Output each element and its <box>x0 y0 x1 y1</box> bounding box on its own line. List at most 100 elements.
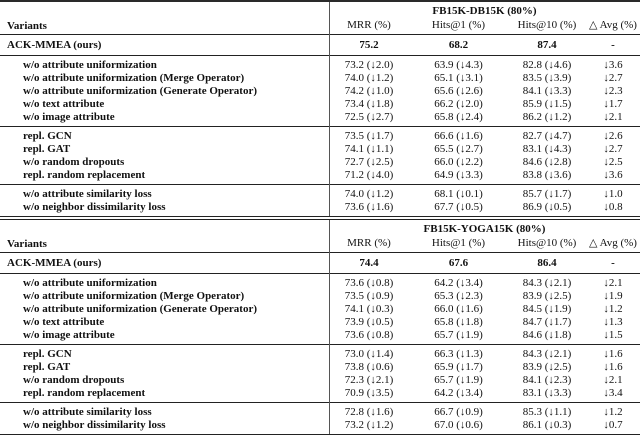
column-header: Hits@10 (%) <box>517 19 577 31</box>
table-section: w/o attribute uniformization 73.6 (↓0.8) 6… <box>0 274 640 344</box>
metric-cell: ↓2.7 <box>603 71 623 84</box>
header-bottom-rule <box>0 252 640 253</box>
metric-cell: 74.0 (↓1.2) <box>344 187 394 200</box>
metric-cell: ↓2.5 <box>603 155 623 168</box>
table-bottom-rule <box>0 434 640 437</box>
metric-cell: 82.7 (↓4.7) <box>522 129 572 142</box>
table-row: repl. GAT 74.1 (↓1.1) 65.5 (↓2.7) 83.1 (↓4.… <box>0 143 640 156</box>
metric-cell: ↓2.1 <box>603 276 623 289</box>
table-section: w/o attribute similarity loss 72.8 (↓1.6)… <box>0 403 640 434</box>
metric-cell: 74.0 (↓1.2) <box>344 71 394 84</box>
table-fb15k-db15k: Variants FB15K-DB15K (80%) MRR (%) Hits@1 (… <box>0 2 640 216</box>
metric-cell: 65.3 (↓2.3) <box>434 289 483 302</box>
metric-cell: 65.9 (↓1.7) <box>434 360 483 373</box>
metric-cell: 86.4 <box>537 257 557 269</box>
metric-cell: 65.8 (↓2.4) <box>434 110 483 123</box>
table-row: w/o image attribute 73.6 (↓0.8) 65.7 (↓1.9… <box>0 329 640 342</box>
metric-cell: ↓1.2 <box>603 405 623 418</box>
table-section: w/o attribute similarity loss 74.0 (↓1.2)… <box>0 185 640 216</box>
metric-cell: ↓1.0 <box>603 187 623 200</box>
variant-label: w/o neighbor dissimilarity loss <box>23 418 166 431</box>
metric-cell: 86.1 (↓0.3) <box>522 418 572 431</box>
main-row: ACK-MMEA (ours) 74.4 67.6 86.4 - <box>0 253 640 273</box>
metric-cell: 83.5 (↓3.9) <box>522 71 572 84</box>
metric-cell: ↓2.1 <box>603 373 623 386</box>
variant-label: w/o text attribute <box>23 315 105 328</box>
metric-cell: ↓1.5 <box>603 328 623 341</box>
metric-cell: 74.1 (↓0.3) <box>344 302 394 315</box>
column-header: Hits@10 (%) <box>517 237 577 249</box>
variant-label: ACK-MMEA (ours) <box>7 39 102 51</box>
metric-cell: 84.6 (↓1.8) <box>522 328 572 341</box>
metric-cell: 64.2 (↓3.4) <box>434 276 483 289</box>
metric-cell: 83.9 (↓2.5) <box>522 289 572 302</box>
variant-label: w/o random dropouts <box>23 155 125 168</box>
table-section: repl. GCN 73.0 (↓1.4) 66.3 (↓1.3) 84.3 (↓2.… <box>0 345 640 402</box>
table-header: Variants FB15K-YOGA15K (80%) MRR (%) Hits@1… <box>0 220 640 252</box>
metrics-header-group: FB15K-YOGA15K (80%) MRR (%) Hits@1 (%) Hits… <box>329 222 640 251</box>
metric-cell: 73.0 (↓1.4) <box>344 347 394 360</box>
metric-cell: 64.9 (↓3.3) <box>434 168 483 181</box>
metric-cell: 86.2 (↓1.2) <box>522 110 572 123</box>
variant-label: w/o image attribute <box>23 110 115 123</box>
column-header: MRR (%) <box>347 237 391 249</box>
metric-cell: 72.7 (↓2.5) <box>344 155 394 168</box>
metric-cell: 87.4 <box>537 39 557 51</box>
metric-cell: 84.5 (↓1.9) <box>522 302 572 315</box>
dataset-header: FB15K-DB15K (80%) <box>432 5 537 17</box>
metric-cell: 83.1 (↓4.3) <box>522 142 572 155</box>
variant-label: w/o attribute uniformization (Merge Oper… <box>23 71 245 84</box>
table-row: repl. random replacement 70.9 (↓3.5) 64.2 … <box>0 387 640 400</box>
metric-cell: ↓2.7 <box>603 142 623 155</box>
metric-cell: 64.2 (↓3.4) <box>434 386 483 399</box>
metric-cell: 65.7 (↓1.9) <box>434 328 483 341</box>
table-row: w/o attribute similarity loss 74.0 (↓1.2)… <box>0 188 640 201</box>
table-row: w/o random dropouts 72.3 (↓2.1) 65.7 (↓1.9… <box>0 374 640 387</box>
metric-cell: ↓2.1 <box>603 110 623 123</box>
metric-cell: 85.3 (↓1.1) <box>522 405 572 418</box>
table-row: repl. GAT 73.8 (↓0.6) 65.9 (↓1.7) 83.9 (↓2.… <box>0 361 640 374</box>
metric-cell: 67.7 (↓0.5) <box>434 200 483 213</box>
metric-cell: 70.9 (↓3.5) <box>344 386 394 399</box>
metric-cell: 67.6 <box>448 257 469 269</box>
metric-column-headers: MRR (%) Hits@1 (%) Hits@10 (%) △ Avg (%) <box>329 18 640 33</box>
table-row: w/o attribute uniformization 73.2 (↓2.0) 6… <box>0 59 640 72</box>
metric-cell: 72.5 (↓2.7) <box>344 110 394 123</box>
metric-cell: ↓3.4 <box>603 386 623 399</box>
metric-cell: 71.2 (↓4.0) <box>344 168 394 181</box>
metric-cell: 72.8 (↓1.6) <box>344 405 394 418</box>
variants-column-header: Variants <box>7 238 47 250</box>
metric-cell: ↓1.2 <box>603 302 623 315</box>
metric-cell: 75.2 <box>359 39 379 51</box>
metric-cell: 73.2 (↓2.0) <box>344 58 394 71</box>
metric-column-headers: MRR (%) Hits@1 (%) Hits@10 (%) △ Avg (%) <box>329 236 640 251</box>
metric-cell: 73.6 (↓1.6) <box>344 200 394 213</box>
metric-cell: 65.7 (↓1.9) <box>434 373 483 386</box>
table-row: repl. random replacement 71.2 (↓4.0) 64.9 … <box>0 169 640 182</box>
header-grid: Variants FB15K-YOGA15K (80%) MRR (%) Hits@1… <box>0 222 640 251</box>
variant-label: repl. random replacement <box>23 168 146 181</box>
metric-cell: 84.1 (↓2.3) <box>522 373 572 386</box>
table-row: w/o image attribute 72.5 (↓2.7) 65.8 (↓2.4… <box>0 111 640 124</box>
metric-cell: 86.9 (↓0.5) <box>522 200 572 213</box>
section-rule <box>0 402 640 403</box>
metric-cell: 73.5 (↓1.7) <box>344 129 394 142</box>
metric-cell: 73.9 (↓0.5) <box>344 315 394 328</box>
metric-cell: ↓2.3 <box>603 84 623 97</box>
metric-cell: ↓1.6 <box>603 347 623 360</box>
variant-label: w/o attribute similarity loss <box>23 405 152 418</box>
column-header: △ Avg (%) <box>589 237 637 249</box>
table-row: w/o neighbor dissimilarity loss 73.6 (↓1.… <box>0 201 640 214</box>
table-row: w/o attribute uniformization (Generate O… <box>0 303 640 316</box>
metric-cell: 73.5 (↓0.9) <box>344 289 394 302</box>
variant-label: w/o attribute uniformization (Merge Oper… <box>23 289 245 302</box>
variant-label: w/o attribute uniformization <box>23 276 157 289</box>
metric-cell: 84.3 (↓2.1) <box>522 276 572 289</box>
variant-label: repl. random replacement <box>23 386 146 399</box>
variant-label: w/o attribute uniformization <box>23 58 157 71</box>
metric-cell: ↓0.7 <box>603 418 623 431</box>
metric-cell: ↓1.7 <box>603 97 623 110</box>
variant-label: w/o neighbor dissimilarity loss <box>23 200 166 213</box>
metric-cell: 65.6 (↓2.6) <box>434 84 483 97</box>
metric-cell: 68.2 <box>448 39 469 51</box>
